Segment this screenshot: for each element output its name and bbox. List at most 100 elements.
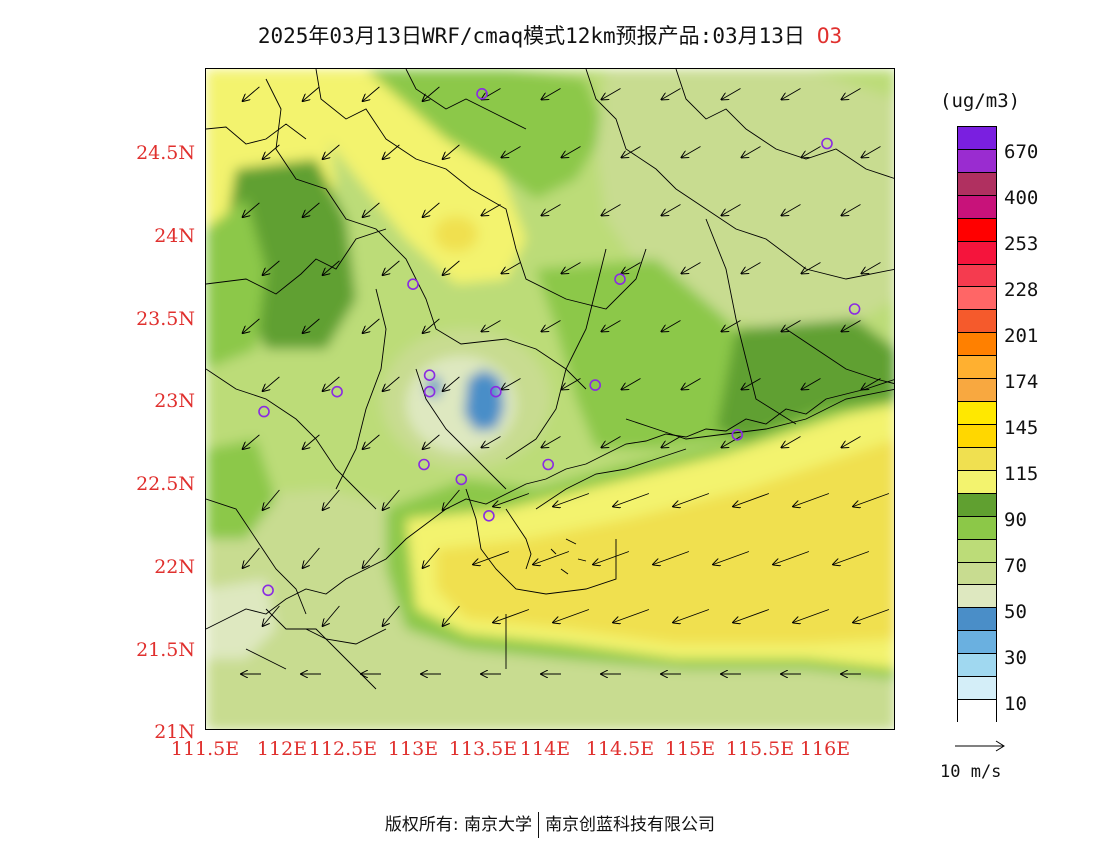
lat-tick-24: 24N — [154, 225, 195, 247]
wind-arrow — [602, 88, 621, 100]
wind-arrow — [842, 204, 861, 216]
colorbar-swatch — [958, 127, 996, 150]
wind-arrow — [673, 609, 710, 623]
station-marker[interactable] — [418, 458, 430, 471]
wind-arrow — [593, 551, 630, 565]
footer-divider — [538, 812, 540, 838]
wind-arrow — [553, 609, 590, 623]
wind-arrow — [383, 376, 400, 391]
wind-arrow — [323, 144, 340, 159]
station-marker[interactable] — [423, 385, 436, 398]
wind-arrow — [662, 320, 681, 332]
colorbar-swatch — [958, 149, 996, 173]
colorbar-swatch — [958, 241, 996, 265]
station-marker[interactable] — [423, 369, 436, 382]
wind-arrow — [303, 434, 320, 449]
station-marker[interactable] — [589, 379, 602, 391]
station-marker[interactable] — [258, 405, 270, 418]
station-marker[interactable] — [331, 385, 343, 398]
wind-arrow — [243, 318, 260, 333]
lon-tick-113.5: 113.5E — [448, 738, 518, 760]
colorbar-swatch — [958, 172, 996, 196]
colorbar-label: 70 — [1004, 555, 1027, 577]
coastline — [206, 379, 894, 670]
colorbar-swatch — [958, 264, 996, 288]
wind-arrow — [562, 146, 581, 158]
colorbar-swatch — [958, 195, 996, 219]
wind-arrow — [303, 86, 320, 101]
lon-tick-115: 115E — [664, 738, 716, 760]
lon-tick-116: 116E — [799, 738, 851, 760]
station-marker[interactable] — [614, 273, 626, 285]
colorbar-label: 670 — [1004, 141, 1039, 163]
wind-arrow — [802, 378, 821, 390]
wind-arrow — [303, 318, 320, 333]
wind-arrow — [363, 202, 380, 217]
wind-arrow — [602, 320, 621, 332]
wind-arrow — [782, 88, 801, 100]
wind-reference-label: 10 m/s — [940, 762, 1002, 782]
colorbar-swatch — [958, 700, 996, 723]
wind-arrow — [853, 609, 890, 623]
lon-tick-113: 113E — [387, 738, 439, 760]
station-marker[interactable] — [455, 473, 468, 486]
title-text: 2025年03月13日WRF/cmaq模式12km预报产品:03月13日 — [257, 24, 805, 48]
wind-arrow — [383, 489, 400, 510]
wind-arrow — [323, 605, 340, 626]
wind-arrow — [862, 378, 881, 390]
station-marker[interactable] — [542, 458, 555, 471]
wind-arrow — [383, 144, 400, 159]
wind-arrow — [742, 378, 761, 390]
colorbar-swatch — [958, 333, 996, 357]
wind-arrow — [733, 493, 770, 507]
colorbar-swatch — [958, 516, 996, 540]
ozone-concentration-map — [206, 69, 894, 729]
lat-tick-22.5: 22.5N — [136, 473, 195, 495]
station-marker[interactable] — [821, 137, 833, 150]
wind-arrow — [782, 320, 801, 332]
colorbar-swatch — [958, 356, 996, 380]
wind-arrow — [793, 609, 830, 623]
colorbar-label: 201 — [1004, 325, 1039, 347]
wind-arrow — [502, 146, 521, 158]
wind-arrow — [782, 436, 801, 448]
lat-tick-23: 23N — [154, 390, 195, 412]
station-marker[interactable] — [407, 278, 419, 290]
colorbar-label: 145 — [1004, 417, 1039, 439]
lon-tick-112.5: 112.5E — [308, 738, 378, 760]
wind-arrow — [423, 434, 440, 449]
colorbar-swatch — [958, 493, 996, 517]
station-marker[interactable] — [476, 87, 488, 100]
colorbar-swatch — [958, 562, 996, 586]
wind-arrow — [782, 204, 801, 216]
wind-arrow — [243, 434, 260, 449]
wind-arrow — [243, 86, 260, 101]
wind-arrow — [682, 378, 701, 390]
wind-arrow — [742, 262, 761, 274]
wind-arrow — [542, 204, 561, 216]
station-marker[interactable] — [483, 509, 495, 522]
wind-arrow — [482, 320, 501, 332]
station-marker[interactable] — [731, 428, 744, 441]
wind-arrow — [263, 489, 280, 510]
colorbar-swatch — [958, 654, 996, 678]
copyright-company: 南京创蓝科技有限公司 — [545, 815, 716, 835]
forecast-map — [205, 68, 895, 730]
colorbar-swatch — [958, 379, 996, 403]
wind-arrow — [363, 318, 380, 333]
wind-arrow — [383, 605, 400, 626]
wind-arrow — [443, 489, 460, 510]
lon-tick-114.5: 114.5E — [585, 738, 655, 760]
wind-arrow — [842, 320, 861, 332]
station-marker[interactable] — [262, 584, 274, 597]
wind-arrow — [862, 146, 881, 158]
colorbar-label: 400 — [1004, 187, 1039, 209]
wind-arrow — [682, 146, 701, 158]
station-marker[interactable] — [489, 385, 502, 398]
pollutant-species: O3 — [816, 24, 843, 48]
station-marker[interactable] — [848, 303, 861, 315]
wind-arrow — [263, 605, 280, 626]
wind-arrow — [842, 436, 861, 448]
longitude-axis: 111.5E 112E 112.5E 113E 113.5E 114E 114.… — [170, 738, 860, 764]
wind-arrow — [423, 86, 440, 101]
